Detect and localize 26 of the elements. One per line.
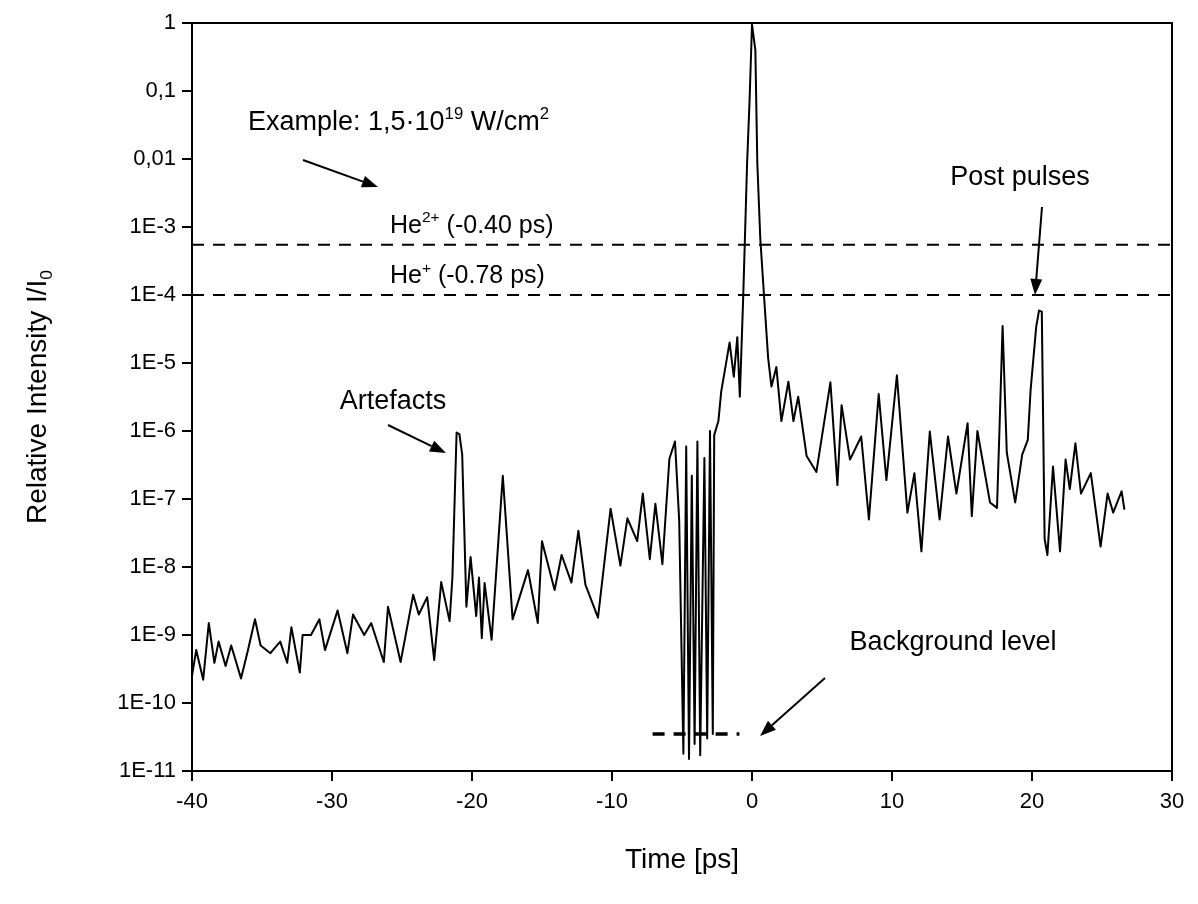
ref-line-label: He+ (-0.78 ps)	[390, 258, 545, 288]
y-tick-label: 1	[163, 9, 176, 35]
y-tick-label: 1E-8	[129, 553, 176, 579]
y-tick-label: 0,1	[145, 77, 176, 103]
annotation: Post pulses	[950, 161, 1090, 191]
x-tick-label: -10	[596, 788, 628, 814]
y-axis-title: Relative Intensity I/I0	[21, 270, 56, 524]
y-tick-label: 1E-7	[129, 485, 176, 511]
x-tick-label: 0	[745, 788, 759, 814]
annotation: Artefacts	[339, 385, 447, 415]
x-tick-label: -30	[316, 788, 348, 814]
x-tick-label: -40	[176, 788, 208, 814]
x-tick-label: -20	[456, 788, 488, 814]
y-tick-label: 0,01	[133, 145, 176, 171]
y-tick-label: 1E-10	[117, 689, 176, 715]
x-tick-label: 10	[879, 788, 905, 814]
y-tick-label: 1E-4	[129, 281, 176, 307]
y-tick-label: 1E-11	[118, 757, 176, 783]
x-tick-label: 20	[1019, 788, 1045, 814]
y-tick-label: 1E-6	[129, 417, 176, 443]
y-tick-label: 1E-9	[129, 621, 176, 647]
y-tick-label: 1E-3	[129, 213, 176, 239]
x-axis-title: Time [ps]	[624, 843, 740, 874]
x-tick-label: 30	[1159, 788, 1185, 814]
y-tick-label: 1E-5	[129, 349, 176, 375]
annotation: Background level	[849, 626, 1057, 656]
